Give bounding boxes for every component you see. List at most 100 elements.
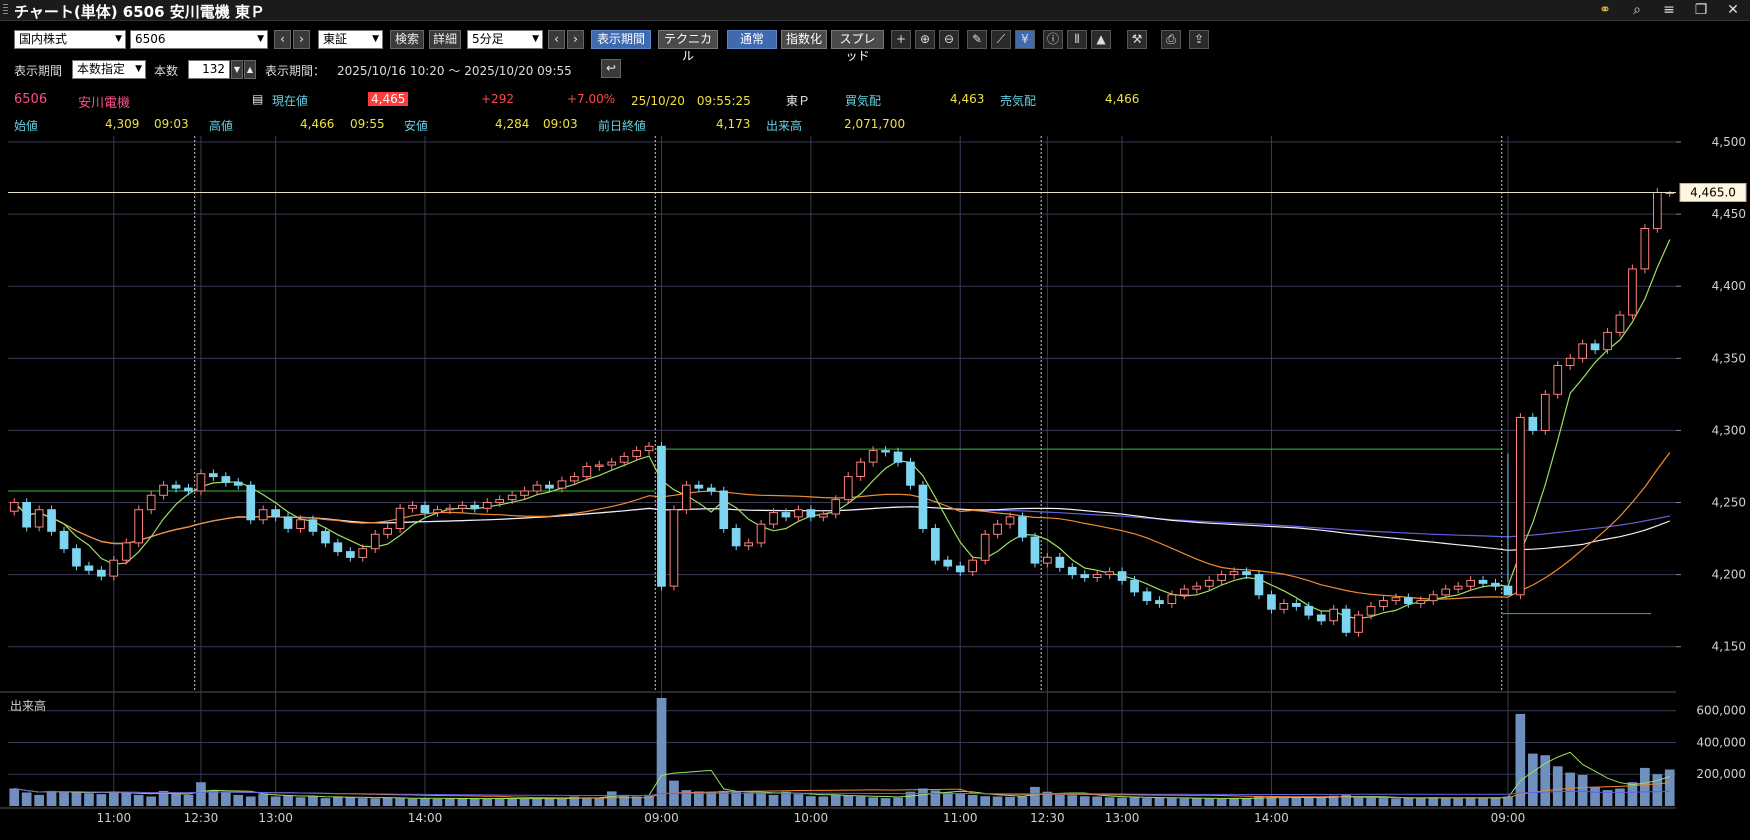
candle	[669, 505, 679, 591]
print-icon[interactable]: ⎙	[1161, 30, 1181, 49]
candle	[843, 472, 853, 504]
zoom-out-icon[interactable]: ⊖	[939, 30, 959, 49]
count-up-icon[interactable]: ▲	[244, 60, 256, 79]
candle-body	[1640, 228, 1650, 270]
candle-body	[1466, 579, 1476, 587]
candle	[893, 447, 903, 467]
candle-type-icon[interactable]: ¥	[1015, 30, 1035, 49]
restore-icon[interactable]: ❐	[1694, 2, 1708, 18]
candle-body	[209, 473, 218, 478]
search-button[interactable]: 検索	[390, 30, 424, 49]
volume-bar	[1229, 798, 1239, 806]
prev-close-label: 前日終値	[598, 119, 647, 133]
count-down-icon[interactable]: ▼	[231, 60, 243, 79]
link-icon[interactable]: ⚭	[1599, 2, 1611, 18]
volume-bar	[880, 798, 891, 806]
candle-body	[34, 509, 44, 528]
candle-body	[955, 565, 965, 573]
zoom-in-icon[interactable]: ⊕	[915, 30, 935, 49]
exchange-select[interactable]: 東証 ▼	[318, 30, 383, 49]
volume-bar	[930, 790, 941, 806]
candle	[1354, 610, 1363, 637]
candle-body	[1254, 574, 1264, 596]
interval-select[interactable]: 5分足 ▼	[467, 30, 543, 49]
volume-bar	[357, 798, 368, 806]
candle	[420, 501, 430, 517]
prev-code-button[interactable]: ‹	[274, 30, 291, 49]
candle	[1516, 413, 1525, 600]
candle	[1217, 570, 1227, 585]
volume-bar	[706, 791, 717, 806]
next-code-button[interactable]: ›	[293, 30, 310, 49]
candle-body	[1553, 365, 1563, 395]
candle	[819, 509, 828, 522]
area-chart-icon[interactable]: ▲	[1091, 30, 1111, 49]
technical-button[interactable]: テクニカル	[658, 30, 718, 63]
pencil-icon[interactable]: ✎	[967, 30, 987, 49]
candle	[756, 519, 766, 548]
volume-bar	[1055, 794, 1065, 806]
period-mode-select[interactable]: 本数指定 ▼	[72, 60, 146, 79]
candle-body	[557, 480, 567, 489]
volume-bar	[918, 788, 928, 806]
candle	[196, 469, 206, 496]
detail-button[interactable]: 詳細	[429, 30, 461, 49]
candle-body	[1192, 585, 1202, 590]
wrench-icon[interactable]: ⚒	[1127, 30, 1147, 49]
volume-average-line	[14, 751, 1670, 800]
volume-bar	[1403, 798, 1414, 806]
candle-body	[831, 499, 841, 515]
candle-body	[607, 461, 617, 466]
candle	[495, 495, 504, 507]
volume-tick-label: 200,000	[1696, 767, 1746, 781]
candle-body	[47, 509, 56, 532]
trend-tool-icon[interactable]: ⟋	[991, 30, 1011, 49]
candle-body	[756, 523, 766, 544]
code-input-value: 6506	[135, 32, 166, 46]
spread-mode-button[interactable]: スプレッド	[831, 30, 884, 63]
candle-body	[1080, 574, 1090, 578]
candle	[1092, 570, 1102, 582]
volume-bar	[1291, 797, 1302, 806]
candle	[619, 452, 629, 467]
open-time: 09:03	[154, 117, 189, 131]
volume-bar	[1453, 798, 1463, 806]
count-input[interactable]: 132	[188, 60, 230, 79]
export-icon[interactable]: ⇪	[1189, 30, 1209, 49]
next-period-button[interactable]: ›	[567, 30, 584, 49]
display-period-button[interactable]: 表示期間	[591, 30, 651, 49]
candle-body	[258, 509, 268, 521]
search-icon[interactable]: ⌕	[1633, 2, 1641, 18]
volume-bar	[84, 793, 94, 806]
candle-body	[221, 476, 231, 483]
crosshair-icon[interactable]: +	[891, 30, 911, 49]
stock-code: 6506	[14, 92, 48, 107]
menu-icon[interactable]: ≡	[1663, 2, 1675, 18]
candle	[1428, 590, 1438, 605]
info-icon[interactable]: ⓘ	[1043, 30, 1063, 49]
candle-body	[470, 504, 480, 509]
candle-body	[184, 487, 193, 492]
reset-icon[interactable]: ↩	[601, 59, 621, 78]
prev-period-button[interactable]: ‹	[548, 30, 565, 49]
volume-bar	[1266, 797, 1277, 806]
candle-body	[993, 523, 1002, 535]
code-input[interactable]: 6506 ▼	[130, 30, 268, 49]
bar-chart-icon[interactable]: ⫴	[1067, 30, 1087, 49]
grip-icon[interactable]	[3, 4, 8, 16]
high-value: 4,466	[300, 117, 335, 131]
candle	[1466, 576, 1476, 591]
candle	[831, 495, 841, 519]
market-select[interactable]: 国内株式 ▼	[14, 30, 126, 49]
volume-bar	[109, 791, 119, 806]
volume-bar	[1341, 794, 1351, 806]
normal-mode-button[interactable]: 通常	[727, 30, 777, 49]
candle-body	[1628, 268, 1637, 316]
close-icon[interactable]: ✕	[1727, 2, 1739, 18]
volume-bar	[1005, 796, 1015, 806]
moving-average-line	[13, 452, 1671, 600]
open-value: 4,309	[105, 117, 140, 131]
volume-bar	[71, 791, 82, 806]
index-mode-button[interactable]: 指数化	[781, 30, 827, 49]
